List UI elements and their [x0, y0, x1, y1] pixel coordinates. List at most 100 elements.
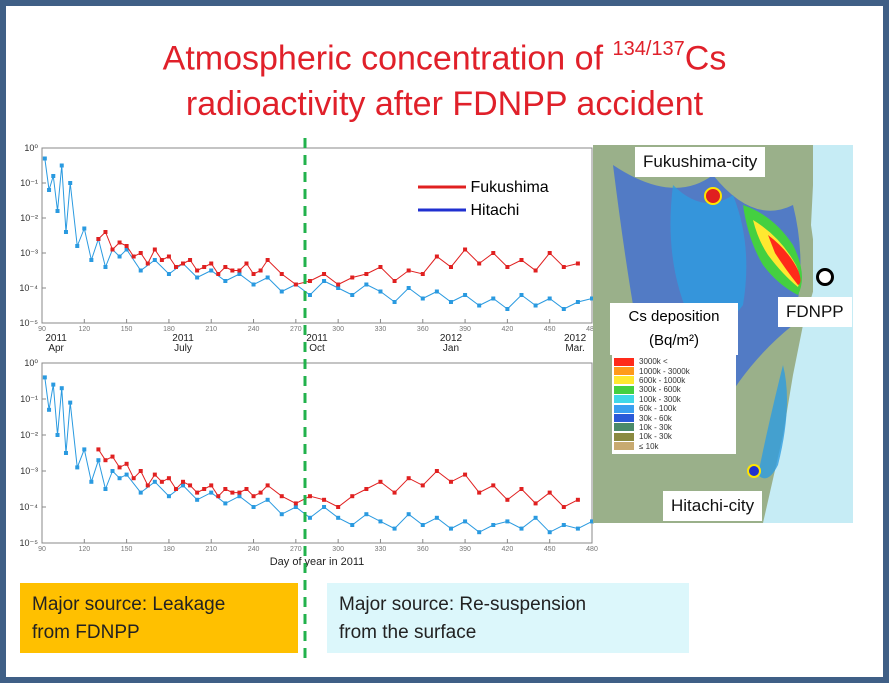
- bottom-point-fukushima: [477, 490, 482, 495]
- bottom-point-hitachi: [209, 490, 214, 495]
- top-point-hitachi: [223, 279, 228, 283]
- deposition-legend-swatch: [614, 432, 634, 441]
- top-point-fukushima: [505, 265, 510, 269]
- bottom-point-fukushima: [251, 494, 256, 499]
- bottom-point-fukushima: [463, 472, 468, 477]
- bottom-point-hitachi: [55, 433, 60, 437]
- bottom-point-hitachi: [491, 523, 496, 527]
- deposition-legend-swatch: [614, 414, 634, 423]
- top-month-year: 2012: [440, 333, 463, 344]
- bottom-point-hitachi: [63, 451, 68, 455]
- title-element: Cs: [684, 39, 727, 78]
- top-point-fukushima: [293, 282, 298, 287]
- top-point-fukushima: [117, 240, 122, 245]
- top-point-hitachi: [166, 272, 171, 276]
- top-point-hitachi: [392, 300, 397, 304]
- bottom-point-hitachi: [223, 501, 228, 506]
- bottom-point-hitachi: [463, 519, 468, 524]
- slide-title: Atmospheric concentration of 134/137Cs r…: [0, 28, 889, 127]
- deposition-legend-range: 300k - 600k: [639, 385, 681, 395]
- top-x-tick: 120: [78, 326, 90, 333]
- top-y-tick: 10⁻⁵: [20, 318, 39, 328]
- top-point-fukushima: [420, 272, 425, 276]
- bottom-point-hitachi: [42, 375, 47, 380]
- top-point-hitachi: [336, 286, 341, 290]
- chart-bottom: 10⁰ 10⁻¹ 10⁻² 10⁻³ 10⁻⁴ 10⁻⁵ 90 120 150 180 210 240…: [12, 355, 598, 575]
- top-point-hitachi: [420, 296, 425, 301]
- top-point-fukushima: [124, 244, 129, 248]
- top-month-year: 2012: [564, 333, 587, 344]
- top-point-hitachi: [42, 156, 47, 161]
- bottom-point-fukushima: [159, 479, 164, 484]
- top-point-hitachi: [279, 289, 284, 294]
- chart-top: 10⁰ 10⁻¹ 10⁻² 10⁻³ 10⁻⁴ 10⁻⁵ 90 120 150 180 210 240…: [12, 140, 598, 354]
- top-point-fukushima: [364, 272, 369, 276]
- bottom-point-fukushima: [293, 501, 298, 506]
- top-point-fukushima: [477, 261, 482, 266]
- legend-fukushima: Fukushima: [418, 179, 549, 196]
- bottom-x-tick: 180: [163, 546, 175, 553]
- top-y-tick: 10⁻³: [20, 248, 38, 258]
- bottom-point-fukushima: [519, 487, 524, 491]
- deposition-legend-range: ≤ 10k: [639, 441, 659, 451]
- source-box-resuspension: Major source: Re-suspension from the sur…: [327, 583, 689, 653]
- bottom-point-hitachi: [392, 526, 397, 531]
- top-point-hitachi: [195, 275, 200, 280]
- top-point-hitachi: [63, 230, 68, 234]
- top-point-fukushima: [103, 230, 108, 234]
- deposition-legend-swatch: [614, 395, 634, 404]
- bottom-point-hitachi: [575, 526, 580, 531]
- bottom-point-fukushima: [117, 465, 122, 470]
- top-point-hitachi: [75, 244, 80, 248]
- bottom-point-fukushima: [547, 490, 552, 495]
- top-point-fukushima: [145, 261, 150, 266]
- top-point-hitachi: [59, 163, 64, 168]
- top-plot-frame: [41, 147, 593, 324]
- deposition-legend-row: ≤ 10k: [612, 442, 736, 451]
- bottom-x-tick: 390: [459, 546, 471, 553]
- top-month-name: Oct: [309, 343, 325, 354]
- bottom-point-fukushima: [181, 479, 186, 484]
- top-point-fukushima: [392, 279, 397, 283]
- bottom-point-fukushima: [138, 469, 143, 473]
- title-isotope: 134/137: [612, 38, 685, 60]
- top-y-tick: 10⁻²: [20, 213, 38, 223]
- bottom-x-tick: 360: [417, 546, 429, 553]
- top-point-fukushima: [216, 272, 221, 276]
- bottom-point-fukushima: [350, 494, 355, 499]
- bottom-y-tick: 10⁻⁵: [20, 538, 39, 548]
- top-month-year: 2011: [45, 333, 67, 344]
- bottom-point-fukushima: [491, 483, 496, 488]
- top-point-hitachi: [152, 258, 157, 262]
- bottom-point-fukushima: [237, 490, 242, 495]
- bottom-point-hitachi: [75, 465, 80, 470]
- top-point-hitachi: [519, 293, 524, 297]
- deposition-legend-row: 100k - 300k: [612, 395, 736, 404]
- bottom-point-hitachi: [547, 530, 552, 535]
- bottom-point-hitachi: [103, 487, 108, 491]
- bottom-point-fukushima: [230, 490, 235, 495]
- hitachi-city-label: Hitachi-city: [663, 491, 763, 521]
- bottom-point-fukushima: [434, 469, 439, 473]
- deposition-legend-swatch: [614, 367, 634, 376]
- top-x-tick: 330: [375, 326, 387, 333]
- deposition-legend-row: 300k - 600k: [612, 385, 736, 394]
- top-point-hitachi: [237, 272, 242, 276]
- bottom-point-fukushima: [392, 490, 397, 495]
- bottom-point-hitachi: [82, 447, 87, 452]
- bottom-point-hitachi: [364, 512, 369, 517]
- bottom-point-fukushima: [195, 490, 200, 495]
- top-month-name: Apr: [48, 343, 64, 354]
- bottom-point-fukushima: [258, 490, 263, 495]
- deposition-legend-row: 10k - 30k: [612, 423, 736, 432]
- bottom-y-tick: 10⁻⁴: [19, 502, 38, 512]
- top-point-fukushima: [230, 268, 235, 273]
- bottom-point-hitachi: [51, 382, 56, 387]
- window-frame-top: [0, 0, 889, 6]
- bottom-point-hitachi: [68, 400, 73, 405]
- top-point-fukushima: [533, 268, 538, 273]
- top-point-hitachi: [103, 265, 108, 269]
- bottom-point-hitachi: [434, 515, 439, 520]
- top-point-fukushima: [307, 279, 312, 283]
- top-point-fukushima: [223, 265, 228, 269]
